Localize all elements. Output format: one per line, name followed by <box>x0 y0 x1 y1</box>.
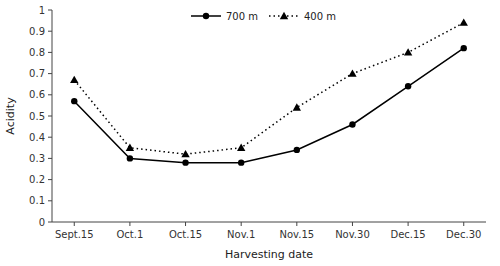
y-tick <box>48 116 52 117</box>
x-tick <box>408 222 409 226</box>
series-line <box>74 23 463 154</box>
data-point <box>71 98 77 104</box>
x-tick <box>463 222 464 226</box>
y-tick <box>48 73 52 74</box>
y-tick <box>48 94 52 95</box>
legend: 700 m 400 m <box>191 11 336 22</box>
x-tick-label: Nov.15 <box>279 229 314 240</box>
legend-label: 700 m <box>226 11 258 22</box>
y-tick-label: 0.3 <box>29 153 45 164</box>
y-tick <box>48 10 52 11</box>
x-tick <box>74 222 75 226</box>
y-tick-label: 0.2 <box>29 174 45 185</box>
data-point <box>460 19 468 26</box>
x-axis-label: Harvesting date <box>225 248 313 261</box>
y-tick <box>48 52 52 53</box>
data-point <box>182 159 188 165</box>
data-point <box>348 69 356 76</box>
data-point <box>294 147 300 153</box>
x-tick-label: Dec.30 <box>446 229 481 240</box>
y-tick-label: 0.9 <box>29 26 45 37</box>
y-axis-label: Acidity <box>4 97 17 135</box>
data-point <box>404 48 412 55</box>
x-tick-label: Oct.15 <box>169 229 202 240</box>
y-tick <box>48 179 52 180</box>
y-tick-label: 0.4 <box>29 132 45 143</box>
y-tick-label: 0.6 <box>29 89 45 100</box>
y-tick <box>48 31 52 32</box>
x-tick <box>352 222 353 226</box>
data-point <box>461 45 467 51</box>
data-point <box>238 159 244 165</box>
legend-marker <box>203 13 209 19</box>
data-point <box>405 83 411 89</box>
data-point <box>181 150 189 157</box>
x-tick-label: Sept.15 <box>55 229 94 240</box>
x-tick <box>129 222 130 226</box>
plot-area <box>70 19 468 166</box>
y-tick-label: 0.5 <box>29 111 45 122</box>
x-tick-label: Nov.30 <box>335 229 370 240</box>
data-point <box>70 76 78 83</box>
x-tick <box>241 222 242 226</box>
x-tick-label: Dec.15 <box>390 229 425 240</box>
data-point <box>126 144 134 151</box>
x-tick <box>185 222 186 226</box>
y-tick <box>48 222 52 223</box>
y-tick-label: 0 <box>39 217 45 228</box>
y-tick-label: 1 <box>39 5 45 16</box>
x-tick-label: Oct.1 <box>116 229 143 240</box>
x-tick-label: Nov.1 <box>227 229 255 240</box>
legend-marker <box>280 12 288 19</box>
data-point <box>349 121 355 127</box>
data-point <box>293 103 301 110</box>
y-tick <box>48 200 52 201</box>
y-tick <box>48 158 52 159</box>
x-axis <box>52 222 486 223</box>
y-tick-label: 0.7 <box>29 68 45 79</box>
chart: 0 0.1 0.2 0.3 0.4 0.5 0.6 0.7 0.8 0.9 1 Sept.15 Oct.… <box>0 0 500 266</box>
y-tick <box>48 137 52 138</box>
y-tick-label: 0.1 <box>29 195 45 206</box>
series-line <box>74 48 463 162</box>
legend-label: 400 m <box>304 11 336 22</box>
data-point <box>127 155 133 161</box>
data-point <box>237 144 245 151</box>
y-tick-label: 0.8 <box>29 47 45 58</box>
x-tick <box>296 222 297 226</box>
